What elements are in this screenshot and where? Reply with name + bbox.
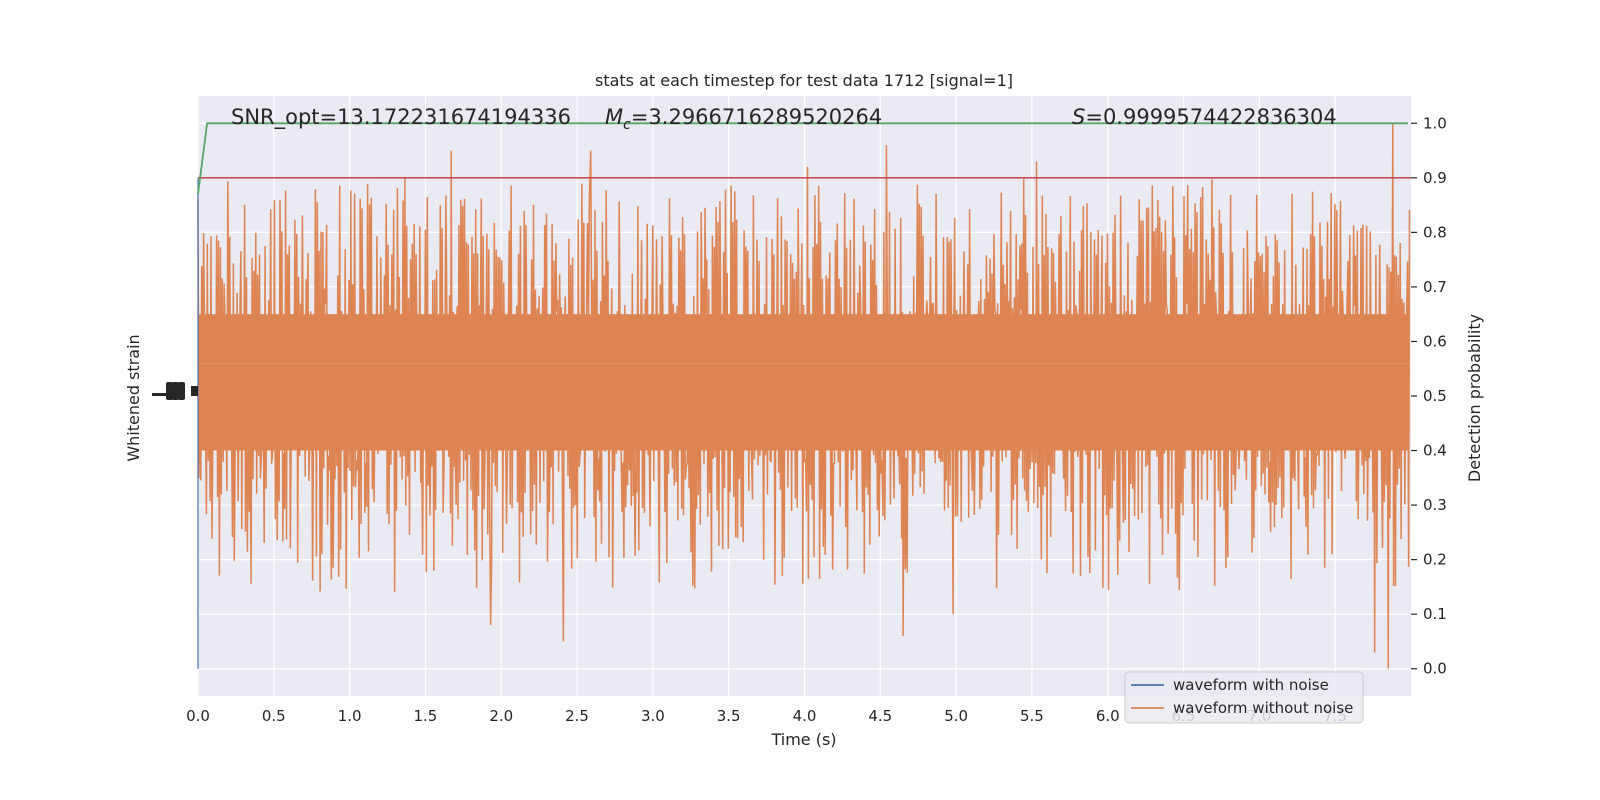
y-tick-label-2: 0.2	[1423, 551, 1447, 569]
y-axis-left-label: Whitened strain	[124, 334, 143, 461]
legend-box	[1124, 671, 1364, 724]
y-tick-label-3: 0.3	[1423, 496, 1447, 514]
y-tick-label-4: 0.4	[1423, 442, 1447, 460]
annotation-mc-subscript: c	[623, 117, 631, 133]
y-tick-label-7: 0.7	[1423, 278, 1447, 296]
x-tick-label-4: 2.0	[489, 707, 513, 725]
x-tick-label-5: 2.5	[565, 707, 589, 725]
y-axis-right-ticks: 0.0 0.1 0.2 0.3 0.4 0.5 0.6 0.7 0.8 0.9 1.0	[1411, 114, 1447, 678]
y-tick-label-9: 0.9	[1423, 169, 1447, 187]
x-tick-label-7: 3.5	[717, 707, 741, 725]
left-tick-artifact-3	[178, 382, 185, 400]
y-tick-label-0: 0.0	[1423, 660, 1447, 678]
x-tick-label-6: 3.0	[641, 707, 665, 725]
annotation-s-symbol: S	[1072, 105, 1085, 129]
y-tick-label-1: 0.1	[1423, 605, 1447, 623]
left-tick-artifact-1	[166, 382, 173, 400]
legend: waveform with noise waveform without noi…	[1124, 671, 1364, 724]
x-tick-label-1: 0.5	[262, 707, 286, 725]
x-tick-label-2: 1.0	[338, 707, 362, 725]
x-tick-label-11: 5.5	[1020, 707, 1044, 725]
y-axis-right-label: Detection probability	[1465, 314, 1484, 482]
y-tick-label-5: 0.5	[1423, 387, 1447, 405]
legend-label-without-noise: waveform without noise	[1173, 699, 1353, 717]
x-tick-label-10: 5.0	[944, 707, 968, 725]
x-tick-label-0: 0.0	[186, 707, 210, 725]
annotation-mc: Mc=3.2966716289520264	[605, 105, 882, 133]
x-tick-label-9: 4.5	[868, 707, 892, 725]
annotation-mc-symbol: M	[605, 105, 623, 129]
x-tick-label-3: 1.5	[414, 707, 438, 725]
y-tick-label-8: 0.8	[1423, 223, 1447, 241]
left-axis-overlapping-ticks	[152, 382, 198, 400]
y-tick-label-6: 0.6	[1423, 332, 1447, 350]
detection-probability-line	[197, 122, 1408, 195]
left-tick-artifact-4	[191, 386, 198, 396]
annotation-snr: SNR_opt=13.172231674194336	[231, 105, 571, 130]
legend-label-with-noise: waveform with noise	[1173, 676, 1329, 694]
x-tick-label-8: 4.0	[793, 707, 817, 725]
noise-core-band	[198, 314, 1410, 451]
left-tick-artifact-0	[152, 393, 166, 396]
series-waveform-without-noise	[197, 123, 1411, 669]
chart-title: stats at each timestep for test data 171…	[595, 71, 1013, 90]
annotation-s: S=0.9999574422836304	[1072, 105, 1337, 129]
annotation-mc-value: =3.2966716289520264	[631, 105, 882, 129]
annotation-s-value: =0.9999574422836304	[1085, 105, 1336, 129]
y-tick-label-10: 1.0	[1423, 114, 1447, 132]
x-tick-label-12: 6.0	[1096, 707, 1120, 725]
x-axis-label: Time (s)	[770, 730, 836, 749]
left-tick-artifact-2	[172, 382, 179, 400]
